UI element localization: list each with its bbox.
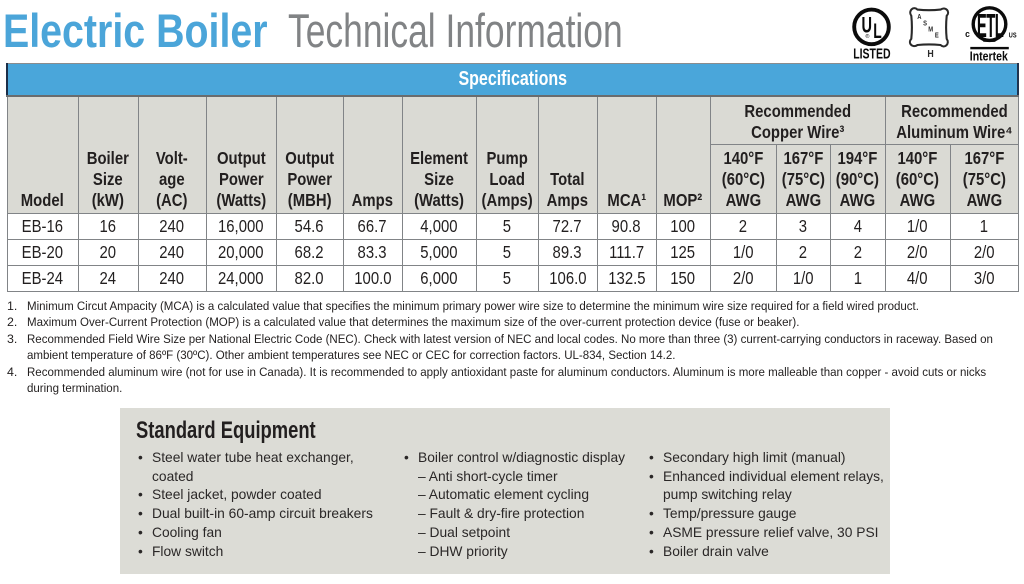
svg-text:A: A bbox=[917, 14, 921, 22]
svg-text:L: L bbox=[873, 19, 881, 43]
svg-text:E: E bbox=[935, 32, 939, 40]
svg-text:US: US bbox=[1009, 32, 1017, 40]
svg-text:S: S bbox=[923, 20, 927, 28]
svg-text:®: ® bbox=[865, 33, 869, 40]
svg-text:Intertek: Intertek bbox=[970, 50, 1008, 62]
svg-text:U: U bbox=[862, 12, 872, 37]
svg-text:H: H bbox=[927, 47, 934, 59]
svg-text:ETL: ETL bbox=[977, 8, 1004, 44]
svg-text:c: c bbox=[965, 28, 970, 39]
svg-text:LISTED: LISTED bbox=[983, 39, 996, 43]
svg-text:LISTED: LISTED bbox=[853, 45, 890, 62]
svg-text:M: M bbox=[928, 26, 933, 34]
